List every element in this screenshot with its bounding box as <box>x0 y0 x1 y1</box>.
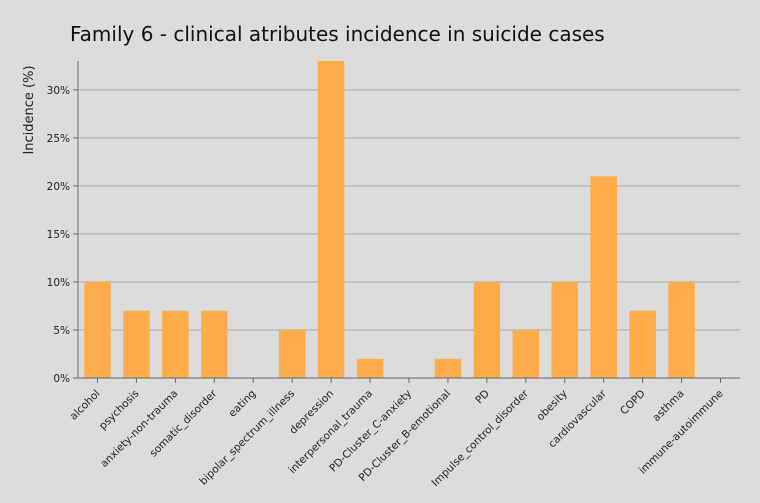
bar-PD <box>473 281 501 378</box>
bar-psychosis <box>123 310 150 378</box>
y-tick-label: 0% <box>53 373 70 385</box>
bar-interpersonal_trauma <box>356 358 384 378</box>
y-tick-label: 30% <box>47 85 70 97</box>
x-tick-label: asthma <box>650 388 686 424</box>
y-tick-label: 10% <box>47 277 70 289</box>
bar-anxiety-non-trauma <box>162 310 189 378</box>
y-tick-label: 5% <box>53 325 70 337</box>
axes <box>73 61 740 383</box>
bar-COPD <box>629 310 656 378</box>
x-tick-label: obesity <box>534 388 570 424</box>
y-axis-label: Incidence (%) <box>22 65 37 154</box>
bar-somatic_disorder <box>201 310 228 378</box>
x-tick-labels: alcoholpsychosisanxiety-non-traumasomati… <box>68 387 726 489</box>
x-tick-label: eating <box>226 388 258 420</box>
y-tick-label: 25% <box>47 133 70 145</box>
y-tick-label: 20% <box>47 181 70 193</box>
y-tick-label: 15% <box>47 229 70 241</box>
chart-title: Family 6 - clinical atributes incidence … <box>70 22 605 46</box>
bars <box>84 61 695 378</box>
x-tick-label: somatic_disorder <box>148 387 220 459</box>
bar-alcohol <box>84 281 111 378</box>
x-tick-label: alcohol <box>68 388 103 423</box>
bar-asthma <box>668 281 695 378</box>
bar-obesity <box>551 281 579 378</box>
grid-lines <box>78 89 740 331</box>
bar-Impulse_control_disorder <box>512 329 540 378</box>
bar-depression <box>317 61 345 378</box>
bar-cardiovascular <box>590 176 617 378</box>
bar-PD-Cluster_B-emotional <box>434 358 462 378</box>
y-tick-labels: 0% 5% 10% 15% 20% 25% 30% <box>47 85 70 385</box>
bar-bipolar_spectrum_illness <box>278 329 306 378</box>
x-tick-label: COPD <box>618 388 648 418</box>
x-tick-label: PD <box>473 388 492 407</box>
x-tick-label: anxiety-non-trauma <box>98 388 180 470</box>
